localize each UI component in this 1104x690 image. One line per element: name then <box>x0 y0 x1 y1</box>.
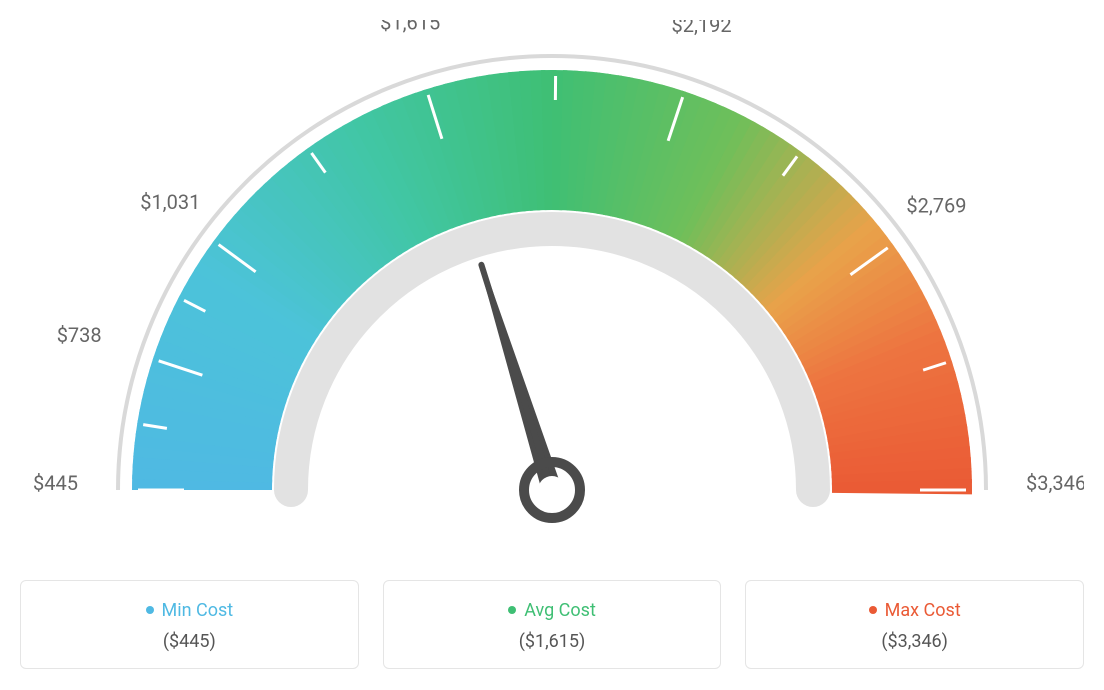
svg-text:$2,192: $2,192 <box>672 20 732 37</box>
legend-card-min: Min Cost ($445) <box>20 580 359 669</box>
legend-label-max: Max Cost <box>869 600 961 621</box>
gauge-svg: $445 $738 $1,031 $1,615 $2,192 $2,769 $3,346 <box>20 20 1084 560</box>
svg-text:$3,346: $3,346 <box>1026 471 1084 495</box>
legend-text-max: Max Cost <box>885 600 961 621</box>
legend-label-avg: Avg Cost <box>508 600 596 621</box>
legend-value-min: ($445) <box>31 631 348 652</box>
legend-card-max: Max Cost ($3,346) <box>745 580 1084 669</box>
legend-card-avg: Avg Cost ($1,615) <box>383 580 722 669</box>
svg-text:$738: $738 <box>57 323 102 347</box>
svg-text:$1,031: $1,031 <box>140 190 200 214</box>
svg-text:$445: $445 <box>33 471 78 495</box>
legend-dot-min <box>146 606 154 614</box>
legend-dot-avg <box>508 606 516 614</box>
cost-gauge-chart: $445 $738 $1,031 $1,615 $2,192 $2,769 $3,346 M… <box>20 20 1084 669</box>
legend-value-avg: ($1,615) <box>394 631 711 652</box>
legend-dot-max <box>869 606 877 614</box>
legend-text-min: Min Cost <box>162 600 234 621</box>
legend-row: Min Cost ($445) Avg Cost ($1,615) Max Co… <box>20 580 1084 669</box>
legend-value-max: ($3,346) <box>756 631 1073 652</box>
svg-text:$1,615: $1,615 <box>380 20 440 35</box>
legend-text-avg: Avg Cost <box>524 600 596 621</box>
legend-label-min: Min Cost <box>146 600 234 621</box>
svg-text:$2,769: $2,769 <box>906 194 966 218</box>
